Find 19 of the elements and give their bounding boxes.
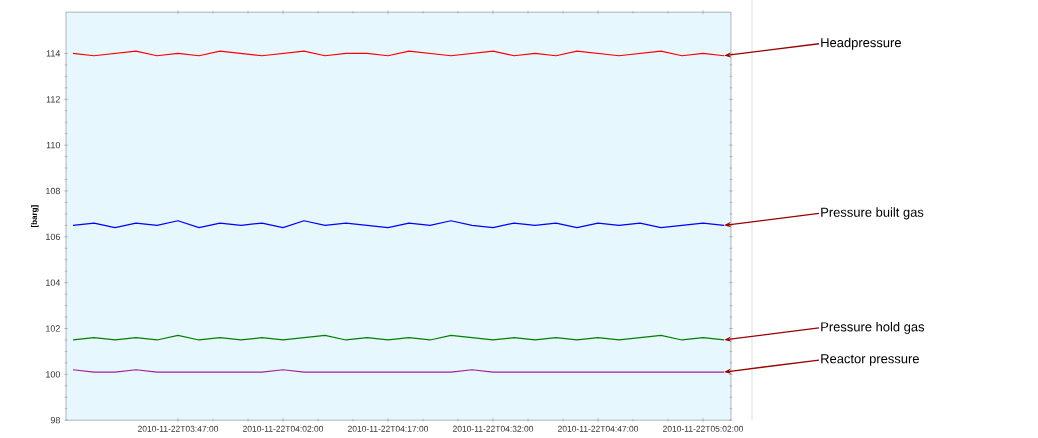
x-tick-label: 2010-11-22T04:17:00	[348, 425, 429, 432]
y-tick-label: 98	[50, 416, 60, 424]
text: Pressure built gas	[821, 207, 924, 220]
x-tick-label: 2010-11-22T04:47:00	[558, 425, 639, 432]
x-tick-label: 2010-11-22T05:02:00	[663, 425, 744, 432]
y-tick-label: 110	[46, 141, 61, 149]
text: Pressure hold gas	[821, 321, 925, 334]
y-tick-label: 102	[46, 325, 60, 332]
y-tick-label: 100	[46, 371, 61, 378]
text: Reactor pressure	[821, 354, 919, 366]
y-tick-label: 104	[46, 279, 61, 286]
text: Headpressure	[821, 37, 901, 50]
x-tick-label: 2010-11-22T04:02:00	[243, 425, 324, 432]
y-tick-label: 114	[46, 50, 61, 57]
y-tick-label: 108	[46, 187, 60, 195]
x-tick-label: 2010-11-22T04:32:00	[453, 425, 534, 432]
y-tick-label: 106	[46, 233, 60, 240]
y-tick-label: 112	[46, 96, 60, 103]
x-tick-label: 2010-11-22T03:47:00	[138, 425, 219, 432]
